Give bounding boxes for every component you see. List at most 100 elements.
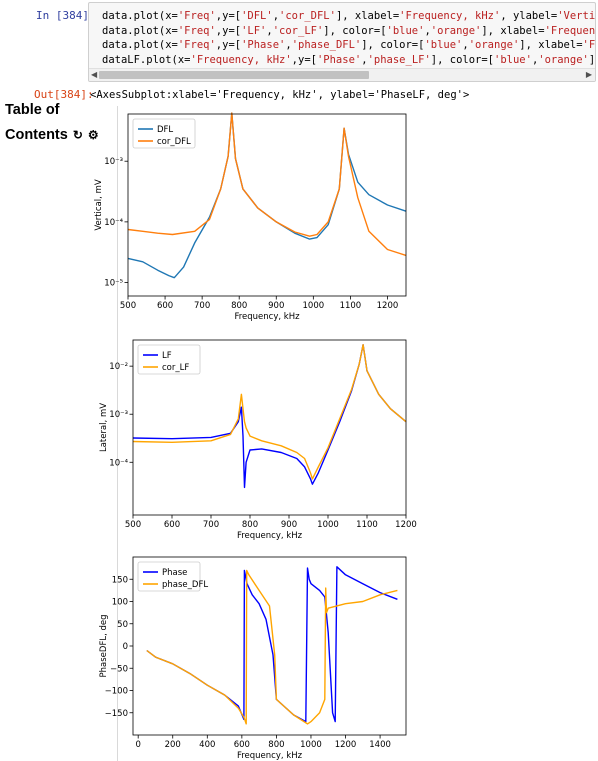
code-text: ],: [588, 53, 596, 66]
code-string: 'Frequency, kHz': [190, 53, 292, 66]
code-string: 'Freq': [177, 10, 216, 22]
x-tick-label: 1000: [303, 301, 325, 311]
y-tick-label: 10⁻⁵: [104, 279, 123, 289]
code-string: 'LF': [241, 24, 267, 37]
code-string: 'Fr: [582, 39, 596, 51]
code-text: ,y=[: [215, 24, 242, 37]
code-text: ,y=[: [291, 53, 317, 66]
x-tick-label: 1200: [395, 520, 417, 530]
legend-label: cor_LF: [162, 363, 189, 373]
toc-title-line2: Contents: [5, 127, 68, 143]
legend-label: cor_DFL: [157, 137, 191, 147]
code-string: 'blue': [424, 39, 463, 51]
code-text: ], color=[: [430, 53, 494, 66]
code-editor[interactable]: data.plot(x='Freq',y=['DFL','cor_DFL'], …: [102, 9, 596, 68]
x-tick-label: 700: [203, 520, 219, 530]
code-string: 'blue': [494, 53, 532, 66]
code-text: ,: [424, 24, 431, 37]
x-tick-label: 1200: [335, 740, 357, 750]
y-tick-label: 10⁻²: [109, 362, 128, 372]
code-line: data.plot(x='Freq',y=['Phase','phase_DFL…: [102, 38, 596, 53]
x-tick-label: 600: [157, 301, 173, 311]
x-tick-label: 1100: [340, 301, 362, 311]
x-tick-label: 1200: [377, 301, 399, 311]
code-text: ,: [285, 39, 292, 51]
code-string: 'orange': [468, 39, 520, 51]
output-text: <AxesSubplot:xlabel='Frequency, kHz', yl…: [90, 89, 470, 101]
y-axis-label: PhaseDFL, deg: [99, 615, 109, 678]
x-axis-label: Frequency, kHz: [234, 312, 300, 322]
series-line-cor_DFL: [127, 112, 407, 257]
y-tick-label: −150: [105, 709, 128, 719]
code-string: 'orange': [538, 53, 589, 66]
code-string: 'Frequenc: [544, 24, 596, 37]
x-tick-label: 800: [231, 301, 247, 311]
horizontal-scrollbar[interactable]: ◀ ▶: [89, 68, 595, 81]
table-of-contents[interactable]: Table of Contents ↻ ⚙: [5, 98, 99, 148]
plot-frame: [132, 339, 407, 516]
x-tick-label: 900: [268, 301, 284, 311]
code-text: ,: [266, 24, 273, 37]
code-cell[interactable]: data.plot(x='Freq',y=['DFL','cor_DFL'], …: [88, 2, 596, 82]
legend-label: DFL: [157, 125, 173, 135]
x-tick-label: 400: [199, 740, 215, 750]
x-tick-label: 900: [281, 520, 297, 530]
input-prompt: In [384]:: [36, 9, 96, 22]
y-tick-label: 100: [112, 598, 128, 608]
code-line: data.plot(x='Freq',y=['DFL','cor_DFL'], …: [102, 9, 596, 24]
x-tick-label: 600: [164, 520, 180, 530]
code-text: ,y=[: [215, 10, 242, 22]
code-string: 'DFL': [241, 10, 273, 22]
code-string: 'Frequency, kHz': [399, 10, 501, 22]
code-text: ], xlabel=: [481, 24, 545, 37]
x-tick-label: 0: [135, 740, 140, 750]
toc-title-line1: Table of: [5, 102, 60, 118]
code-text: ,: [361, 53, 368, 66]
scrollbar-thumb[interactable]: [99, 71, 369, 79]
code-text: ,: [272, 10, 280, 22]
x-tick-label: 600: [234, 740, 250, 750]
code-text: ], xlabel=: [519, 39, 583, 51]
y-tick-label: −100: [105, 687, 128, 697]
x-axis-label: Frequency, kHz: [237, 751, 303, 761]
code-text: dataLF.plot(x=: [102, 53, 191, 66]
code-string: 'Phase': [316, 53, 362, 66]
y-tick-label: 0: [123, 642, 128, 652]
scroll-left-icon[interactable]: ◀: [91, 70, 98, 79]
code-string: 'phase_LF': [367, 53, 431, 66]
code-string: 'Freq': [177, 39, 216, 51]
code-text: ,: [462, 39, 469, 51]
code-text: data.plot(x=: [102, 10, 178, 22]
code-string: 'phase_DFL': [291, 39, 362, 51]
code-text: data.plot(x=: [102, 24, 178, 37]
y-tick-label: 10⁻³: [104, 157, 123, 167]
code-text: ], xlabel=: [335, 10, 400, 22]
y-tick-label: 10⁻³: [109, 410, 128, 420]
code-string: 'Freq': [177, 24, 216, 37]
x-tick-label: 1400: [369, 740, 391, 750]
x-tick-label: 500: [120, 301, 136, 311]
series-line-cor_LF: [132, 344, 407, 480]
legend-label: phase_DFL: [162, 580, 208, 590]
code-text: ], color=[: [361, 39, 425, 51]
scroll-right-icon[interactable]: ▶: [585, 70, 592, 79]
code-text: , ylabel=: [500, 10, 558, 22]
x-axis-label: Frequency, kHz: [237, 531, 303, 541]
code-string: 'blue': [386, 24, 425, 37]
y-tick-label: 50: [117, 620, 128, 630]
x-tick-label: 1100: [356, 520, 378, 530]
code-string: 'Vertic: [557, 10, 596, 22]
x-tick-label: 700: [194, 301, 210, 311]
code-text: ], color=[: [323, 24, 387, 37]
y-tick-label: −50: [110, 664, 128, 674]
code-line: dataLF.plot(x='Frequency, kHz',y=['Phase…: [102, 53, 596, 68]
code-string: 'orange': [430, 24, 482, 37]
refresh-icon[interactable]: ↻: [72, 128, 83, 142]
gear-icon[interactable]: ⚙: [87, 128, 99, 142]
y-tick-label: 10⁻⁴: [109, 458, 128, 468]
code-line: data.plot(x='Freq',y=['LF','cor_LF'], co…: [102, 24, 596, 39]
x-tick-label: 200: [165, 740, 181, 750]
code-text: ,: [531, 53, 539, 66]
x-tick-label: 500: [125, 520, 141, 530]
legend-label: LF: [162, 351, 172, 361]
